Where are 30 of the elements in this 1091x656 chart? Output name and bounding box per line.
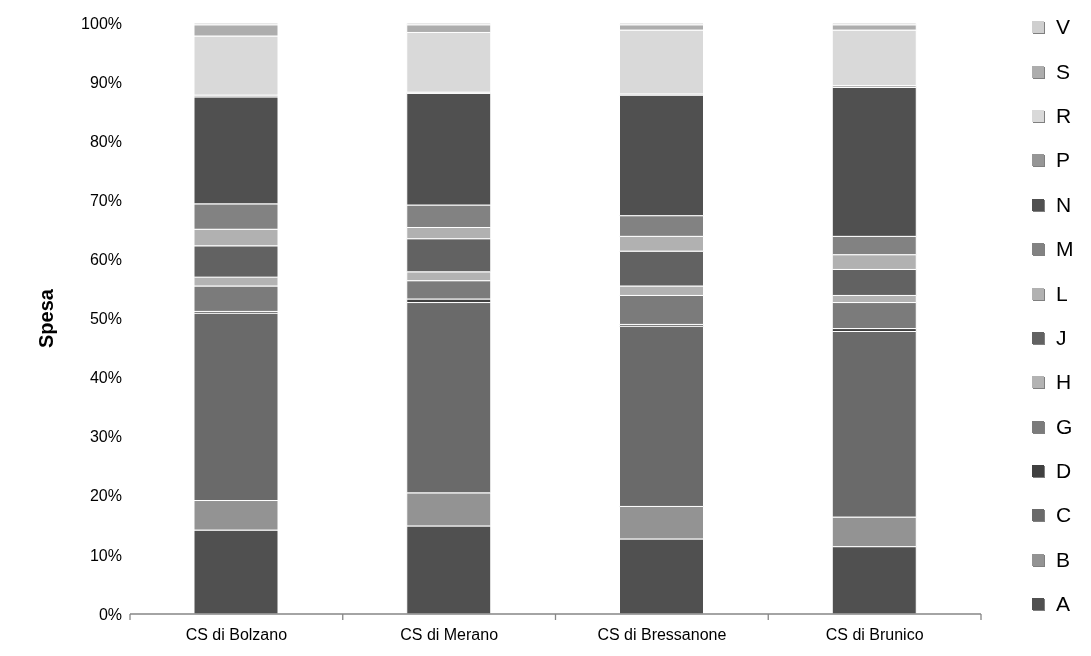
y-tick-label: 50%: [89, 310, 122, 328]
legend-label: D: [1056, 459, 1072, 484]
legend-label: P: [1056, 148, 1071, 173]
legend-label: A: [1056, 592, 1071, 617]
legend-label: S: [1056, 59, 1071, 84]
legend-label: J: [1056, 325, 1067, 350]
y-tick-label: 80%: [89, 132, 122, 150]
x-tick-label: CS di Bressanone: [597, 626, 727, 643]
y-tick-label: 30%: [89, 428, 122, 446]
y-tick-label: 100%: [81, 14, 122, 32]
y-tick-label: 20%: [89, 487, 122, 505]
legend-label: C: [1056, 503, 1072, 528]
y-tick-label: 60%: [89, 251, 122, 269]
y-tick-label: 0%: [98, 605, 122, 623]
y-tick-label: 90%: [89, 73, 122, 91]
y-axis-title: Spesa: [35, 288, 57, 348]
legend-label: H: [1056, 370, 1072, 395]
legend-label: V: [1056, 15, 1071, 40]
x-tick-label: CS di Brunico: [825, 626, 924, 643]
y-tick-label: 40%: [89, 369, 122, 387]
y-tick-label: 70%: [89, 191, 122, 209]
legend-label: R: [1056, 103, 1072, 128]
legend-label: B: [1056, 547, 1071, 572]
x-tick-label: CS di Merano: [400, 626, 499, 643]
legend-label: L: [1056, 281, 1068, 306]
x-tick-label: CS di Bolzano: [185, 626, 288, 643]
y-tick-label: 10%: [89, 546, 122, 564]
legend-label: G: [1056, 414, 1073, 439]
legend-label: N: [1056, 192, 1072, 217]
legend-label: M: [1056, 237, 1074, 262]
